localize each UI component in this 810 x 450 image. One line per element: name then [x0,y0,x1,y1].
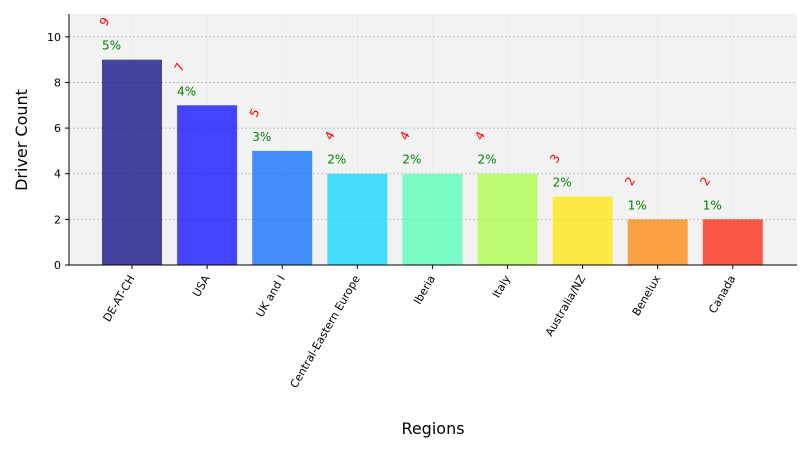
x-tick-label: Canada [706,273,738,316]
bar-percent-label: 2% [402,153,421,167]
x-tick-label: Central-Eastern Europe [288,273,363,391]
bar-percent-label: 2% [327,153,346,167]
bars [102,59,763,265]
x-tick-label: USA [190,273,213,300]
x-axis-ticks: DE-AT-CH USA UK and I Central-Eastern Europ… [101,265,738,391]
x-tick-label: Italy [490,273,513,301]
bar-percent-label: 2% [553,176,572,190]
bar-percent-label: 1% [703,198,722,212]
y-tick-label: 0 [54,259,61,272]
bar [627,219,688,265]
x-tick-label: Australia/NZ [543,273,589,339]
y-tick-label: 8 [54,76,61,89]
bar [177,105,238,265]
bar-percent-label: 5% [102,39,121,53]
x-axis-title: Regions [401,419,464,438]
bar [252,150,313,265]
bar-percent-label: 4% [177,84,196,98]
y-tick-label: 2 [54,213,61,226]
bar [327,173,388,265]
x-tick-label: DE-AT-CH [101,273,138,324]
x-tick-label: Benelux [630,273,664,319]
bar-percent-label: 3% [252,130,271,144]
bar [702,219,763,265]
bar [477,173,538,265]
bar-percent-label: 2% [478,153,497,167]
y-tick-label: 6 [54,122,61,135]
y-tick-label: 4 [54,168,61,181]
bar [552,196,613,265]
y-axis-ticks: 0 2 4 6 8 10 [47,31,69,272]
x-tick-label: UK and I [253,273,287,320]
bar [102,59,162,265]
x-tick-label: Iberia [411,273,438,307]
y-tick-label: 10 [47,31,61,44]
bar [402,173,463,265]
bar-percent-label: 1% [628,198,647,212]
y-axis-title: Driver Count [12,89,31,191]
